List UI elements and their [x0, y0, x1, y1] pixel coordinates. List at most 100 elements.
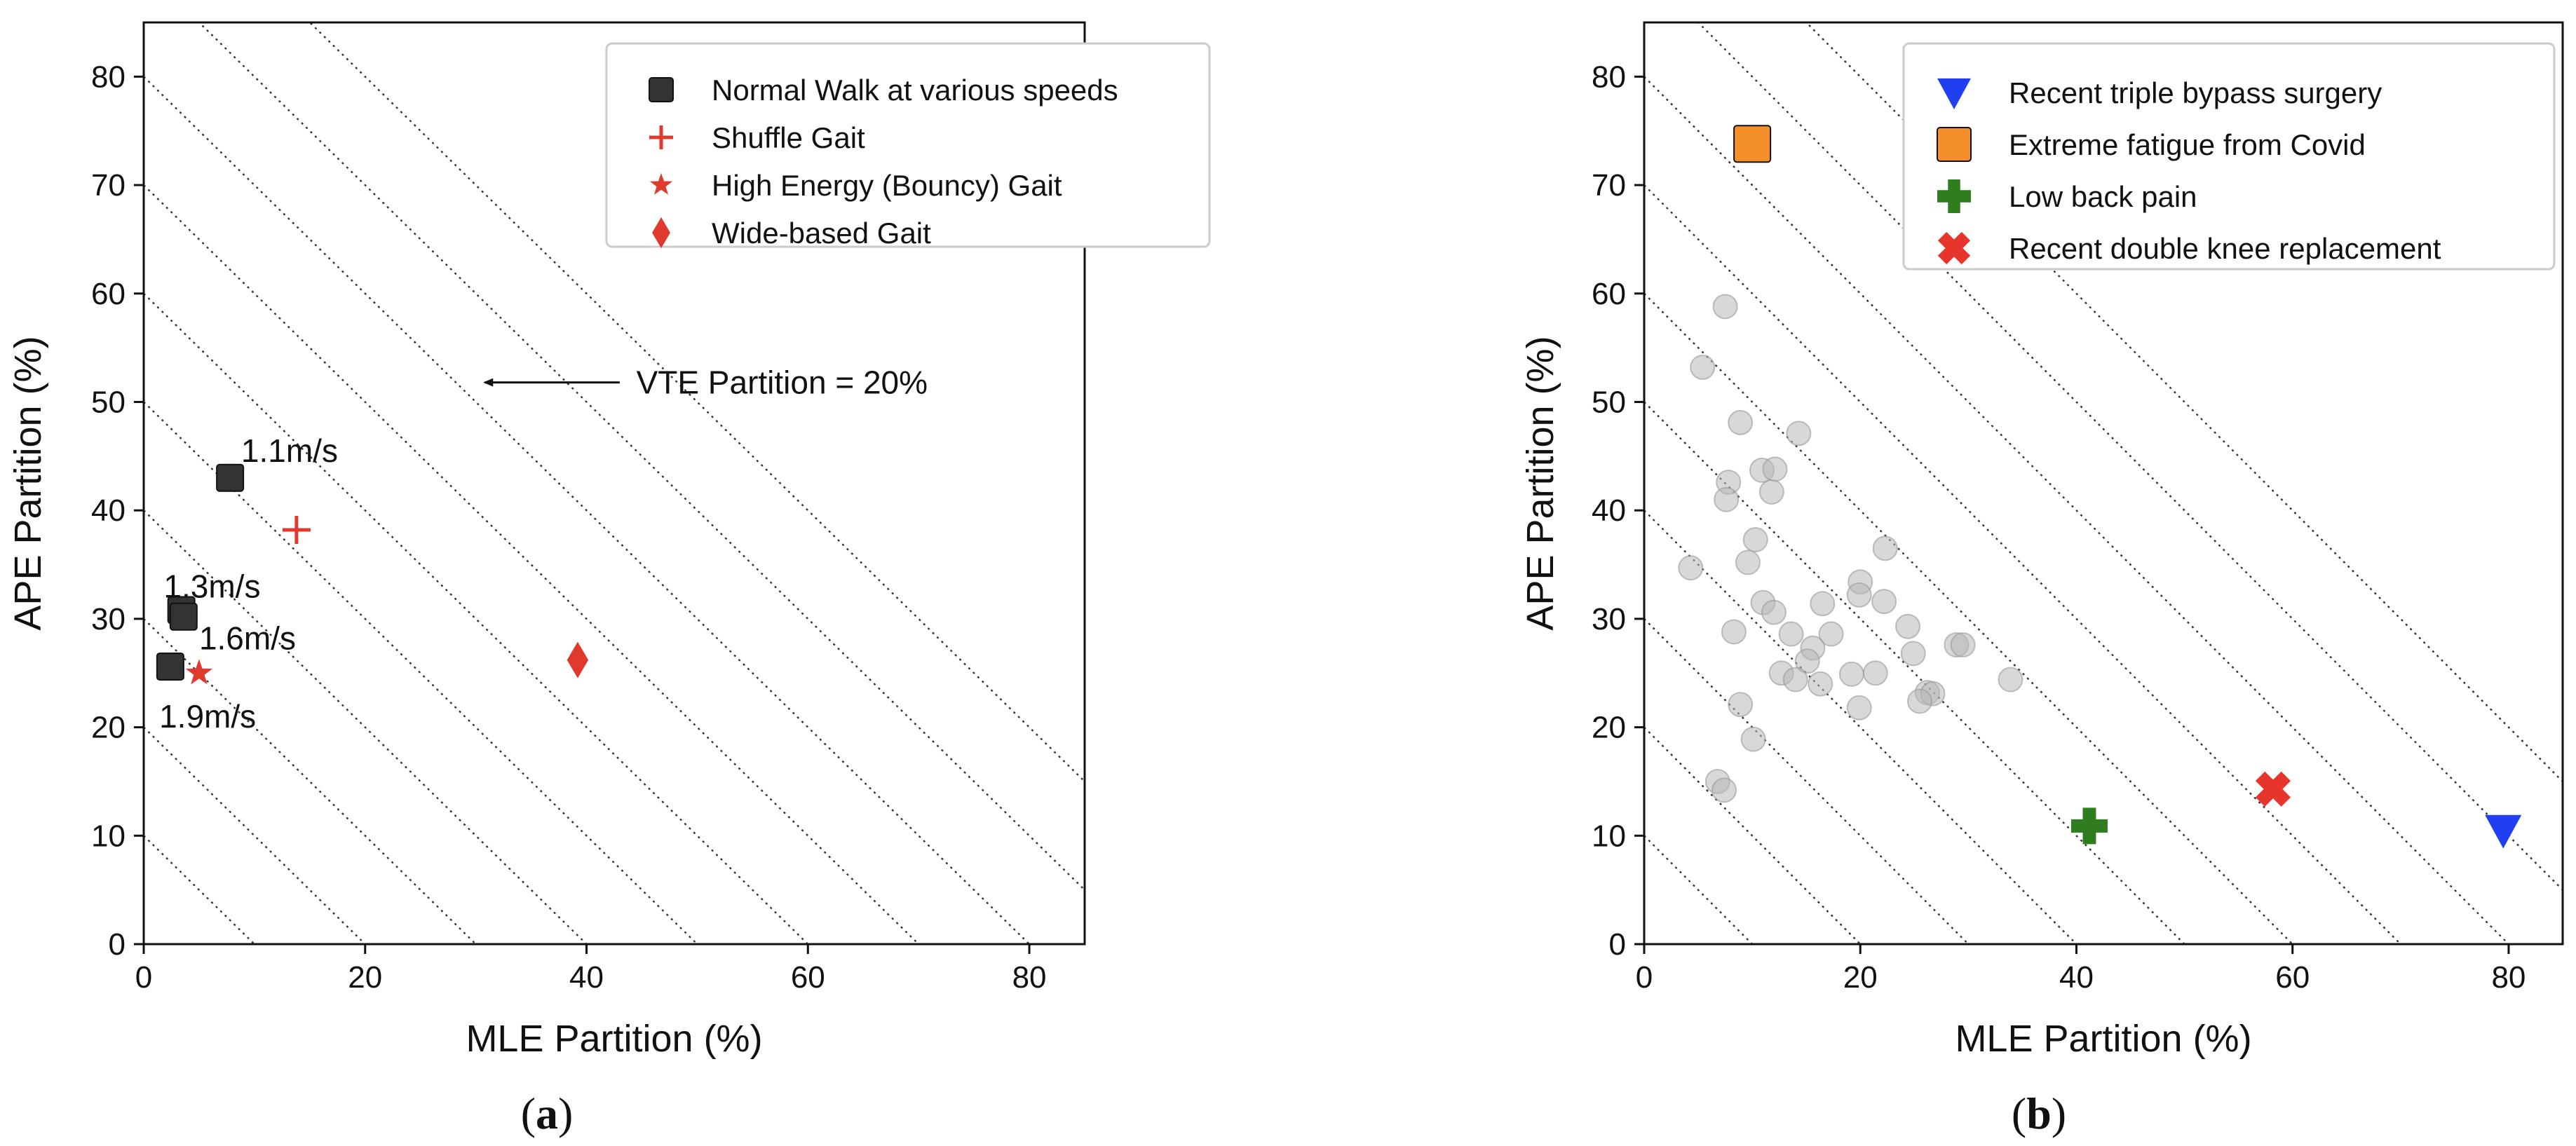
iso-line-100	[1805, 22, 2563, 783]
legend-a: Normal Walk at various speeds Shuffle Gai…	[605, 42, 1211, 250]
panel-label-prefix-a: (	[521, 1089, 536, 1138]
iso-line-30	[1644, 618, 1970, 944]
background-point	[1721, 619, 1747, 645]
background-point	[1728, 692, 1754, 718]
background-point	[1728, 409, 1754, 435]
background-point	[1786, 421, 1812, 446]
background-point	[1778, 621, 1804, 647]
data-point-b-s2	[2070, 807, 2108, 845]
iso-line-10	[144, 835, 255, 944]
iso-line-20	[1644, 726, 1862, 944]
iso-line-80	[144, 76, 1030, 944]
background-point	[1711, 777, 1737, 803]
chart-panel-b: 0 20 40 60 80 0 10 20 30 40 50 60 70 80 MLE Partition…	[1519, 21, 2564, 1138]
background-point	[1678, 555, 1704, 581]
y-tick-label: 80	[1592, 60, 1626, 94]
y-tick-label: 0	[109, 927, 126, 962]
plot-frame-a	[142, 21, 1086, 946]
y-axis-label-b: APE Partition (%)	[1519, 336, 1561, 630]
plot-area-a	[144, 22, 1085, 944]
background-point	[1714, 486, 1740, 512]
x-tick-label: 60	[791, 960, 825, 995]
background-point	[1900, 641, 1926, 667]
background-point	[1950, 632, 1976, 658]
x-tick-label: 20	[1843, 960, 1878, 995]
background-point	[1846, 695, 1872, 721]
legend-entry: Recent triple bypass surgery	[2009, 76, 2382, 109]
iso-line-30	[144, 618, 477, 944]
y-tick-label: 30	[1592, 602, 1626, 636]
data-point-a-s1	[282, 516, 311, 545]
data-point-b-s1	[1733, 125, 1772, 163]
point-label: 1.3m/s	[163, 568, 260, 604]
legend-marker	[1937, 179, 1971, 213]
y-tick-label: 60	[1592, 277, 1626, 311]
point-label: 1.9m/s	[159, 698, 256, 735]
x-tick-label: 0	[135, 960, 152, 995]
iso-line-70	[144, 184, 920, 944]
y-tick-label: 20	[1592, 711, 1626, 745]
x-tick-label: 20	[348, 960, 382, 995]
x-tick-label: 80	[1012, 960, 1047, 995]
background-point	[1846, 582, 1872, 608]
background-point	[1818, 621, 1844, 647]
y-tick-label: 60	[91, 277, 126, 311]
panel-label-a: (a)	[521, 1089, 574, 1138]
legend-box	[1902, 42, 2556, 271]
iso-line-20	[144, 726, 366, 944]
background-point	[1862, 660, 1888, 686]
y-tick-label: 10	[91, 819, 126, 853]
plot-frame-b	[1643, 21, 2564, 946]
legend-entry: Low back pain	[2009, 180, 2197, 213]
legend-b: Recent triple bypass surgery Extreme fati…	[1902, 42, 2556, 271]
background-point	[1872, 536, 1898, 561]
x-tick-label: 0	[1636, 960, 1653, 995]
panel-label-suffix-a: )	[558, 1089, 573, 1138]
panel-label-prefix-b: (	[2012, 1089, 2026, 1138]
iso-line-40	[144, 510, 588, 944]
iso-line-60	[1644, 292, 2293, 944]
legend-entry: Extreme fatigue from Covid	[2009, 128, 2366, 161]
legend-entry: High Energy (Bouncy) Gait	[712, 169, 1062, 202]
legend-marker	[1937, 78, 1971, 109]
legend-marker	[652, 217, 670, 249]
y-tick-label: 40	[1592, 493, 1626, 528]
background-point	[1907, 688, 1932, 714]
legend-marker	[1937, 127, 1972, 162]
legend-marker	[649, 173, 673, 195]
panel-label-b: (b)	[2012, 1089, 2066, 1138]
panel-label-letter-b: b	[2026, 1089, 2052, 1138]
background-point	[1794, 648, 1820, 674]
background-point	[1782, 667, 1808, 693]
point-label: 1.6m/s	[199, 620, 296, 657]
data-point-b-s3	[2255, 771, 2291, 807]
y-axis-label-a: APE Partition (%)	[7, 336, 49, 630]
y-tick-label: 30	[91, 602, 126, 636]
plot-area-b	[1644, 22, 2563, 944]
y-tick-label: 50	[91, 385, 126, 419]
iso-line-90	[1697, 22, 2563, 892]
data-point-b-s0	[2485, 814, 2522, 849]
annotation-text: VTE Partition = 20%	[637, 364, 928, 401]
legend-marker	[649, 77, 674, 102]
y-tick-label: 20	[91, 711, 126, 745]
point-label: 1.1m/s	[241, 432, 338, 469]
chart-panel-a: 0 20 40 60 80 0 10 20 30 40 50 60 70 80 MLE Partition…	[7, 21, 1211, 1138]
x-tick-label: 40	[2059, 960, 2094, 995]
iso-line-70	[1644, 184, 2401, 944]
x-tick-label: 80	[2491, 960, 2526, 995]
background-point	[1735, 550, 1761, 575]
axis-ticks-a: 0 20 40 60 80 0 10 20 30 40 50 60 70 80	[91, 60, 1046, 995]
background-point	[1871, 589, 1897, 615]
background-point	[1838, 661, 1864, 687]
background-point	[1742, 526, 1768, 552]
legend-marker	[649, 125, 673, 149]
data-point-a-s2	[185, 659, 212, 685]
legend-marker	[1937, 231, 1971, 265]
background-point	[1808, 671, 1833, 697]
iso-line-80	[1644, 76, 2509, 944]
background-point	[1810, 591, 1836, 617]
background-point	[1761, 599, 1787, 625]
iso-line-10	[1644, 835, 1753, 944]
